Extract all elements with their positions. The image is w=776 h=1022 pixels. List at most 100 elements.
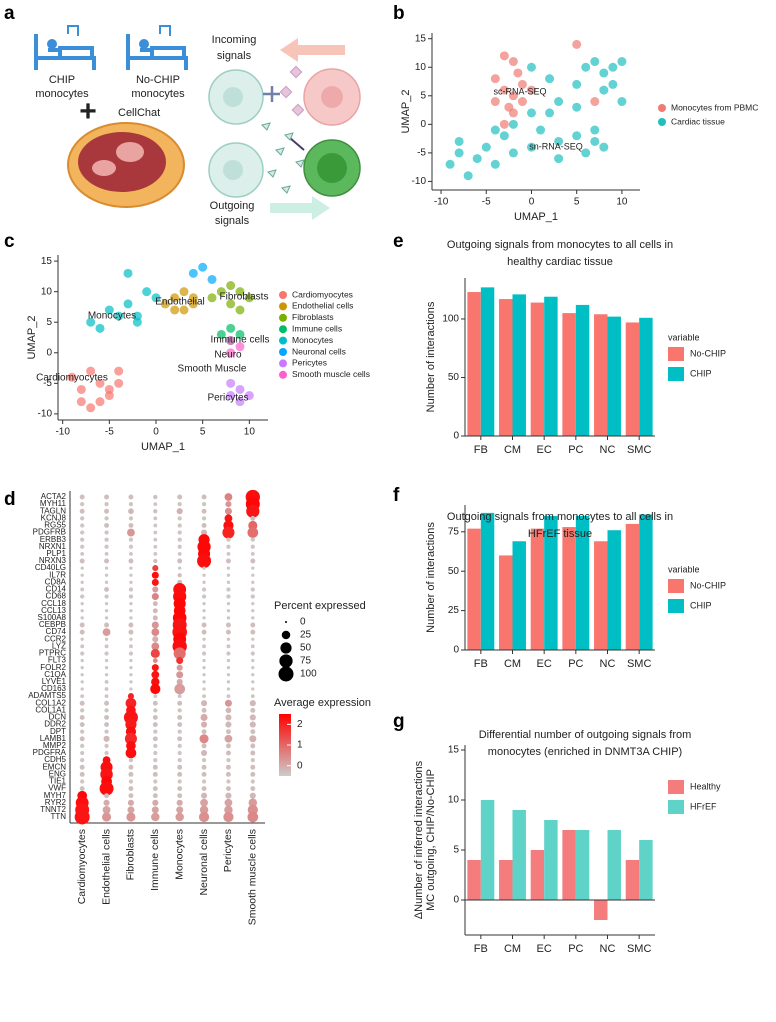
dot [153, 544, 158, 549]
outgoing-arrow [270, 196, 330, 220]
umap-point [599, 142, 609, 152]
dot [199, 734, 209, 744]
dot [153, 509, 158, 514]
legend-swatch [668, 599, 684, 613]
umap-point [536, 125, 546, 135]
gene-label: ERBB3 [40, 535, 67, 544]
dot [104, 508, 110, 514]
x-tick-label: CM [504, 658, 521, 670]
dot [177, 558, 183, 564]
dot [80, 594, 85, 599]
dot [201, 707, 207, 713]
size-legend-dot [278, 666, 294, 682]
x-tick-label: 5 [200, 427, 206, 438]
dot [129, 551, 133, 556]
size-legend-dot [281, 630, 291, 640]
dot [225, 750, 231, 756]
dot [197, 554, 212, 568]
ligand [289, 65, 303, 79]
dot [202, 566, 206, 570]
dot [250, 537, 255, 542]
size-legend-dot [279, 654, 293, 668]
y-axis-label: Number of interactions [425, 301, 437, 412]
dot [201, 522, 207, 528]
cluster-annotation: Neuro [214, 350, 242, 361]
gene-label: DCN [49, 713, 67, 722]
umap-point [235, 397, 245, 407]
umap-point [508, 91, 518, 101]
dot [153, 537, 158, 542]
dot [177, 494, 183, 500]
dot [177, 714, 183, 720]
dot [251, 673, 255, 677]
receptor [289, 137, 305, 151]
dot [128, 516, 134, 521]
dot [249, 721, 256, 728]
legend-label: CHIP [690, 368, 712, 378]
panel-label: b [393, 3, 405, 24]
umap-point [599, 85, 609, 95]
umap-point [463, 171, 473, 181]
legend-label: HFrEF [690, 801, 717, 811]
bar [594, 541, 608, 650]
dot [128, 558, 134, 564]
cell-label: Endothelial cells [100, 829, 112, 905]
umap-point [572, 79, 582, 89]
dot [128, 494, 134, 500]
dot [152, 658, 158, 664]
dot [151, 593, 159, 601]
legend-label: Smooth muscle cells [292, 369, 370, 379]
umap-point [454, 148, 464, 158]
dot [80, 637, 84, 641]
dot [201, 779, 207, 784]
dot [79, 558, 85, 564]
umap-point [590, 57, 600, 67]
dot [202, 680, 206, 684]
x-tick-label: PC [568, 943, 583, 955]
legend-label: Immune cells [292, 323, 342, 333]
x-tick-label: FB [474, 658, 488, 670]
dot [226, 658, 231, 663]
dot [80, 516, 85, 521]
dot [225, 714, 232, 721]
bar [480, 512, 495, 650]
dot [103, 735, 110, 742]
dot [226, 680, 231, 684]
dot [151, 664, 159, 672]
dot [129, 687, 133, 691]
y-tick-label: 10 [415, 62, 427, 73]
diagram-label: Outgoing [210, 200, 255, 212]
bar [499, 555, 513, 650]
gene-label: MYH7 [44, 791, 67, 800]
legend-label: Fibroblasts [292, 312, 334, 322]
dot [79, 494, 85, 500]
y-tick-label: 0 [420, 119, 426, 130]
umap-point [554, 154, 564, 164]
bar [607, 530, 621, 650]
x-tick-label: 0 [153, 427, 159, 438]
dot [202, 644, 206, 649]
dot [104, 501, 109, 507]
dot [250, 644, 255, 649]
dot [128, 508, 134, 515]
colorbar [279, 714, 291, 776]
dot [152, 771, 158, 777]
dot [153, 729, 158, 734]
dot [104, 679, 109, 684]
dot [177, 551, 182, 556]
umap-point [499, 85, 509, 95]
dot [80, 666, 84, 670]
dot [153, 757, 158, 763]
dot [80, 694, 85, 699]
umap-point [114, 311, 124, 321]
y-tick-label: 25 [448, 605, 460, 616]
bar [480, 287, 495, 436]
dot [202, 687, 206, 691]
x-tick-label: FB [474, 943, 488, 955]
dot [128, 793, 134, 799]
dot [104, 687, 109, 691]
dot [225, 558, 231, 564]
gene-label: EMCN [42, 762, 66, 771]
umap-point [599, 68, 609, 78]
dot [79, 771, 85, 777]
